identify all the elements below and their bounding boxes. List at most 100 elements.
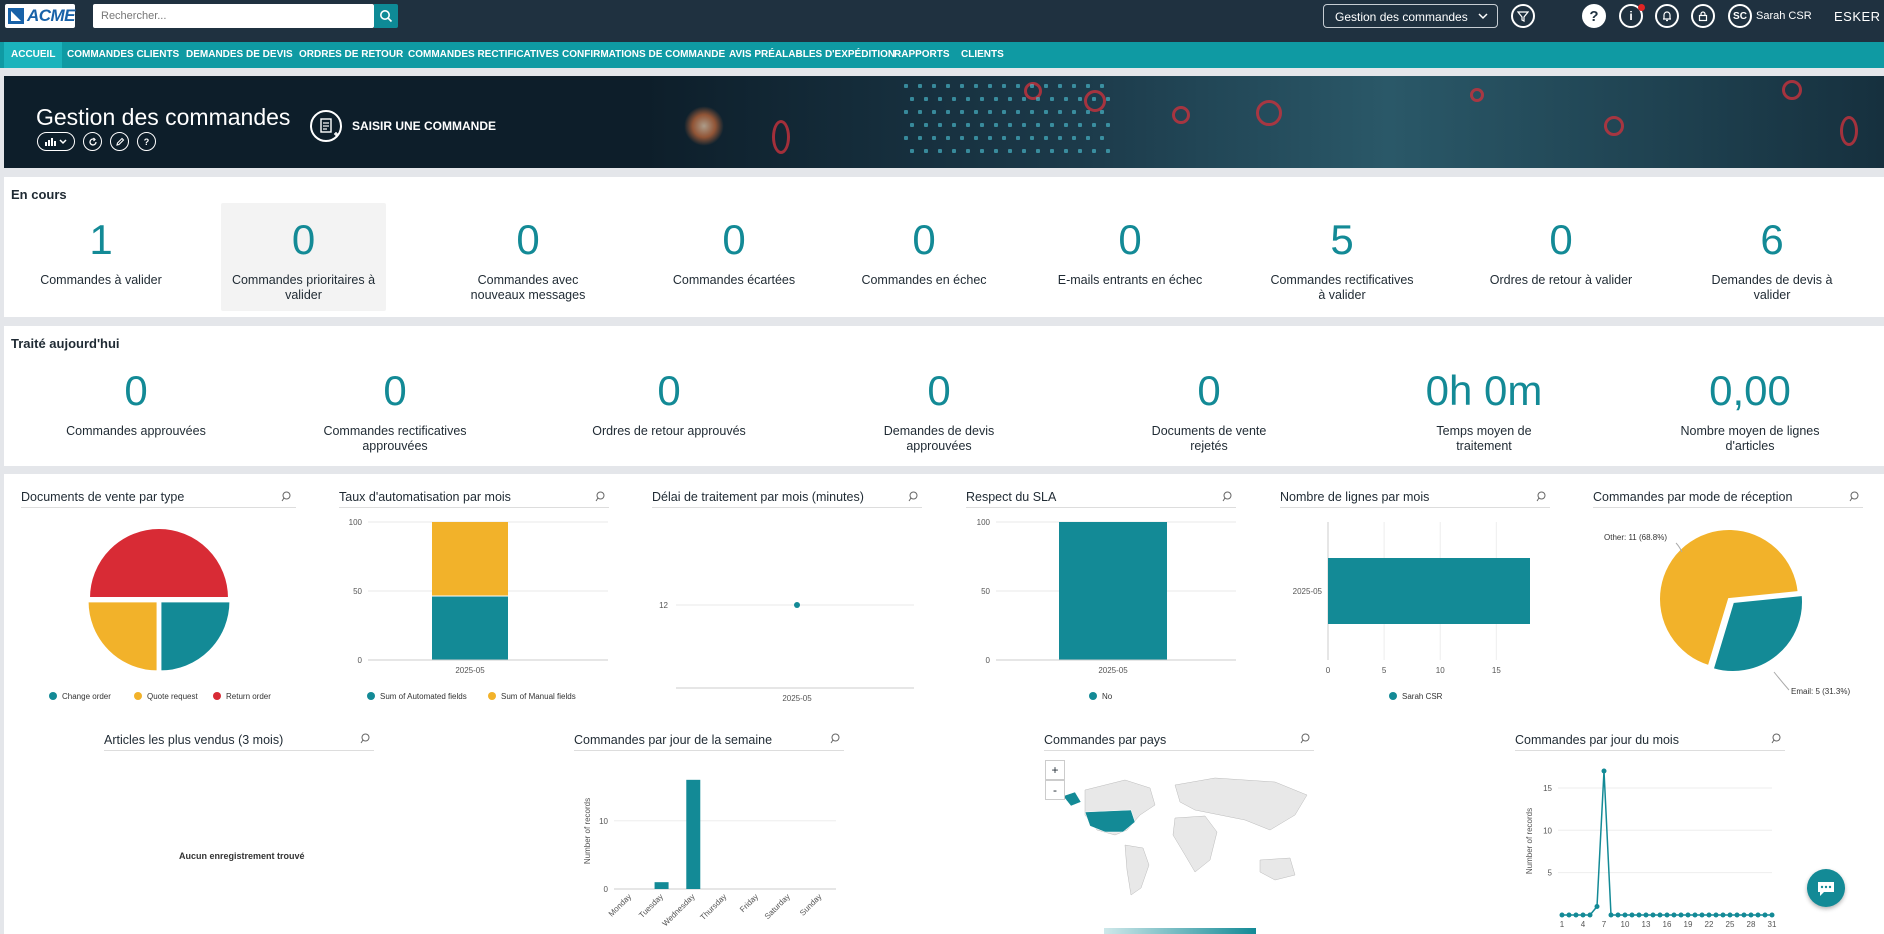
bar-automated xyxy=(432,596,508,660)
banner-dot xyxy=(952,97,956,101)
nav-item-ordres-de-retour[interactable]: ORDRES DE RETOUR xyxy=(299,49,404,60)
kpi-documents-rejetes[interactable]: 0 Documents de vente rejetés xyxy=(1134,368,1284,454)
nav-item-commandes-rectificatives[interactable]: COMMANDES RECTIFICATIVES xyxy=(408,49,559,60)
kpi-ordres-retour-a-valider[interactable]: 0 Ordres de retour à valider xyxy=(1481,217,1641,288)
line-point xyxy=(1657,912,1663,918)
kpi-value: 6 xyxy=(1760,216,1784,263)
info-icon[interactable]: i xyxy=(1619,4,1643,28)
kpi-commandes-a-valider[interactable]: 1 Commandes à valider xyxy=(24,217,178,288)
user-avatar[interactable]: SC xyxy=(1728,4,1752,28)
kpi-commandes-nouveaux-messages[interactable]: 0 Commandes avec nouveaux messages xyxy=(456,217,600,303)
kpi-commandes-approuvees[interactable]: 0 Commandes approuvées xyxy=(51,368,221,439)
search-button[interactable] xyxy=(374,4,398,28)
banner-dot xyxy=(1078,97,1082,101)
bar-day xyxy=(654,882,669,889)
banner-dot xyxy=(1064,123,1068,127)
filter-icon[interactable] xyxy=(1511,4,1535,28)
help-icon[interactable]: ? xyxy=(137,132,156,151)
banner-dot xyxy=(938,123,942,127)
user-name[interactable]: Sarah CSR xyxy=(1756,10,1812,22)
x-tick-label: Tuesday xyxy=(637,892,665,920)
kpi-commandes-ecartees[interactable]: 0 Commandes écartées xyxy=(659,217,809,288)
enter-order-button[interactable]: SAISIR UNE COMMANDE xyxy=(310,110,496,142)
kpi-value: 0 xyxy=(1197,367,1221,414)
chat-button[interactable] xyxy=(1807,869,1845,907)
kpi-demandes-devis-a-valider[interactable]: 6 Demandes de devis à valider xyxy=(1707,217,1837,303)
chart-taux-automatisation: 0 50 100 2025-05 Sum of Automated fields Sum … xyxy=(349,518,608,701)
banner-dot xyxy=(1022,149,1026,153)
lock-icon[interactable] xyxy=(1691,4,1715,28)
banner-dot xyxy=(932,110,936,114)
banner-dot xyxy=(1008,123,1012,127)
banner-dot xyxy=(918,136,922,140)
bell-icon[interactable] xyxy=(1655,4,1679,28)
nav-item-confirmations[interactable]: CONFIRMATIONS DE COMMANDE xyxy=(562,49,726,60)
section-title-en-cours: En cours xyxy=(11,187,67,202)
zoom-icon[interactable] xyxy=(1849,491,1860,502)
nav-item-rapports[interactable]: RAPPORTS xyxy=(894,49,950,60)
kpi-value: 0,00 xyxy=(1709,367,1791,414)
banner-dot xyxy=(1106,97,1110,101)
banner-deco xyxy=(1024,82,1042,100)
kpi-commandes-rectificatives[interactable]: 5 Commandes rectificatives à valider xyxy=(1267,217,1417,303)
kpi-ordres-retour-approuves[interactable]: 0 Ordres de retour approuvés xyxy=(579,368,759,439)
zoom-icon[interactable] xyxy=(908,491,919,502)
edit-icon[interactable] xyxy=(110,132,129,151)
banner-dot xyxy=(974,84,978,88)
kpi-demandes-devis-approuvees[interactable]: 0 Demandes de devis approuvées xyxy=(859,368,1019,454)
kpi-temps-moyen[interactable]: 0h 0m Temps moyen de traitement xyxy=(1394,368,1574,454)
banner-dot xyxy=(952,123,956,127)
banner-dot xyxy=(1030,84,1034,88)
nav-item-clients[interactable]: CLIENTS xyxy=(961,49,1004,60)
widget-title-delai-traitement: Délai de traitement par mois (minutes) xyxy=(652,490,922,508)
map-zoom-in-button[interactable]: + xyxy=(1045,760,1065,780)
kpi-label: Commandes en échec xyxy=(861,273,987,287)
zoom-icon[interactable] xyxy=(1222,491,1233,502)
kpi-label: Commandes rectificatives à valider xyxy=(1270,273,1414,302)
line-point xyxy=(1664,912,1670,918)
acme-logo[interactable]: ACME xyxy=(5,4,76,28)
map-zoom-out-button[interactable]: - xyxy=(1045,780,1065,800)
kpi-value: 5 xyxy=(1330,216,1354,263)
zoom-icon[interactable] xyxy=(1536,491,1547,502)
banner-dot xyxy=(1050,97,1054,101)
banner-dot xyxy=(1072,110,1076,114)
line-point xyxy=(1755,912,1761,918)
zoom-icon[interactable] xyxy=(281,491,292,502)
refresh-icon[interactable] xyxy=(83,132,102,151)
kpi-nombre-moyen-lignes[interactable]: 0,00 Nombre moyen de lignes d'articles xyxy=(1670,368,1830,454)
legend-swatch xyxy=(1389,692,1397,700)
nav-item-demandes-de-devis[interactable]: DEMANDES DE DEVIS xyxy=(186,49,293,60)
world-map[interactable]: + - xyxy=(1045,760,1315,930)
banner-dot xyxy=(966,149,970,153)
chart-icon[interactable] xyxy=(37,132,75,151)
chart-nombre-lignes: 0 5 10 15 2025-05 Sarah CSR xyxy=(1293,522,1530,701)
kpi-value: 0 xyxy=(657,367,681,414)
search-input[interactable]: Rechercher... xyxy=(93,4,374,28)
banner-dot xyxy=(952,149,956,153)
kpi-commandes-rectificatives-approuvees[interactable]: 0 Commandes rectificatives approuvées xyxy=(314,368,476,454)
kpi-commandes-en-echec[interactable]: 0 Commandes en échec xyxy=(849,217,999,288)
zoom-icon[interactable] xyxy=(830,733,841,744)
nav-item-avis-expedition[interactable]: AVIS PRÉALABLES D'EXPÉDITION xyxy=(729,49,896,60)
zoom-icon[interactable] xyxy=(360,733,371,744)
view-select[interactable]: Gestion des commandes xyxy=(1323,4,1498,28)
nav-item-accueil[interactable]: ACCUEIL xyxy=(4,42,63,68)
kpi-emails-en-echec[interactable]: 0 E-mails entrants en échec xyxy=(1040,217,1220,288)
zoom-icon[interactable] xyxy=(595,491,606,502)
x-tick-label: 2025-05 xyxy=(782,694,812,703)
zoom-icon[interactable] xyxy=(1771,733,1782,744)
banner-dot xyxy=(1092,123,1096,127)
x-tick-label: 19 xyxy=(1684,920,1693,929)
nav-item-commandes-clients[interactable]: COMMANDES CLIENTS xyxy=(67,49,180,60)
widget-title-jour-mois: Commandes par jour du mois xyxy=(1515,733,1785,751)
y-tick-label: 15 xyxy=(1543,784,1552,793)
banner-dot xyxy=(1044,136,1048,140)
logo-text: ACME xyxy=(26,6,76,25)
kpi-commandes-prioritaires[interactable]: 0 Commandes prioritaires à valider xyxy=(221,203,386,311)
line-point xyxy=(1629,912,1635,918)
banner-dot xyxy=(988,136,992,140)
chat-icon xyxy=(1818,882,1834,896)
help-icon[interactable]: ? xyxy=(1582,4,1606,28)
zoom-icon[interactable] xyxy=(1300,733,1311,744)
